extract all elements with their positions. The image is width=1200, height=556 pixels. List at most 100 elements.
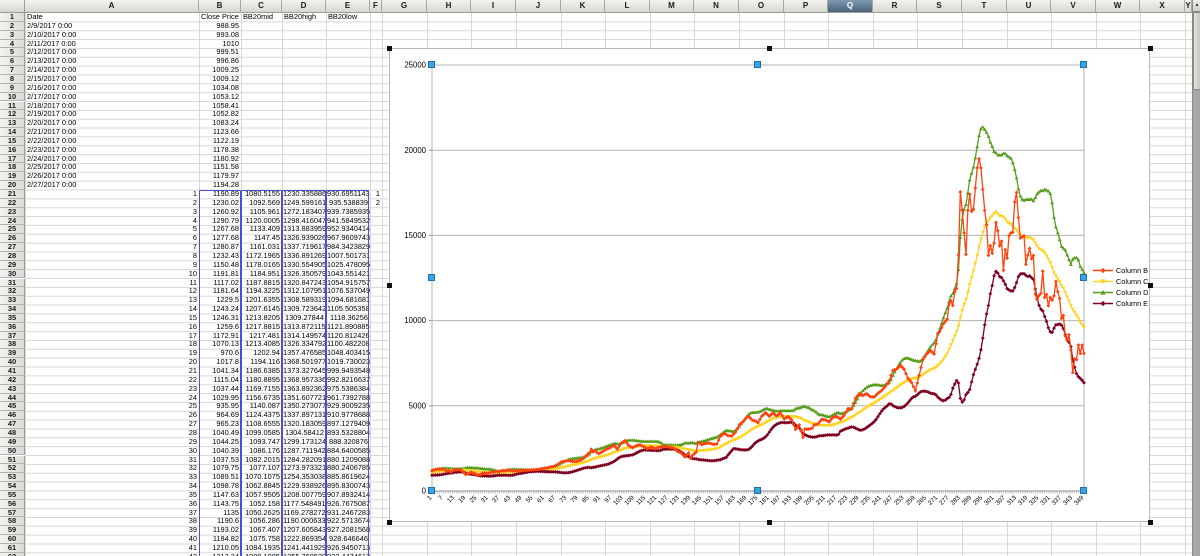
cell-E47[interactable]: 897.1279409 [327,419,371,429]
row-header-35[interactable]: 35 [0,314,25,323]
cell-D48[interactable]: 1304.58412 [284,427,324,437]
cell-B12[interactable]: 1052.82 [212,109,239,119]
cell-D51[interactable]: 1284.282091 [283,454,327,464]
row-header-61[interactable]: 61 [0,544,25,553]
cell-C54[interactable]: 1062.8845 [245,481,280,491]
cell-E40[interactable]: 1019.730023 [327,357,371,367]
column-header-D[interactable]: D [282,0,326,13]
column-header-T[interactable]: T [962,0,1007,13]
row-header-34[interactable]: 34 [0,305,25,314]
chart-frame-handle[interactable] [386,282,392,288]
cell-C56[interactable]: 1052.158 [249,498,280,508]
cell-B57[interactable]: 1135 [223,507,239,517]
row-header-29[interactable]: 29 [0,260,25,270]
cell-E58[interactable]: 922.5713674 [327,516,371,526]
cell-E31[interactable]: 1054.915757 [327,277,371,287]
cell-A3[interactable]: 2/10/2017 0:00 [27,29,77,39]
cell-B3[interactable]: 993.08 [216,29,239,39]
cell-B13[interactable]: 1083.24 [212,118,239,128]
cell-C61[interactable]: 1084.1935 [245,543,280,552]
cell-D32[interactable]: 1312.107951 [283,286,327,296]
cell-A11[interactable]: 2/18/2017 0:00 [27,100,77,110]
cell-B11[interactable]: 1058.41 [212,100,239,110]
cell-D45[interactable]: 1350.273077 [283,401,327,411]
cell-C41[interactable]: 1186.6385 [245,366,280,375]
row-header-1[interactable]: 1 [0,13,25,22]
cell-B6[interactable]: 996.86 [216,56,239,66]
cell-A58[interactable]: 38 [188,516,197,526]
column-header-O[interactable]: O [739,0,784,13]
cell-D53[interactable]: 1254.353038 [283,472,327,482]
cell-C43[interactable]: 1169.7155 [245,383,280,393]
cell-A25[interactable]: 5 [192,224,197,234]
cell-A20[interactable]: 2/27/2017 0:00 [27,180,77,190]
cell-B37[interactable]: 1172.91 [212,330,239,340]
cell-A4[interactable]: 2/11/2017 0:00 [27,38,76,48]
cell-A55[interactable]: 35 [188,489,197,499]
chart-frame-handle[interactable] [1147,45,1153,51]
row-header-47[interactable]: 47 [0,420,25,429]
row-header-51[interactable]: 51 [0,455,25,465]
cell-A41[interactable]: 21 [188,366,197,375]
cell-B48[interactable]: 1040.49 [212,427,239,437]
cell-D59[interactable]: 1207.605843 [283,525,327,535]
chart-frame-handle[interactable] [386,45,392,51]
row-header-59[interactable]: 59 [0,526,25,536]
cell-A30[interactable]: 10 [188,268,197,278]
cell-A38[interactable]: 18 [188,339,197,349]
cell-D38[interactable]: 1326.334792 [283,339,327,349]
chart-frame-handle[interactable] [1147,282,1153,288]
legend-item-column-d[interactable]: Column D [1093,287,1148,298]
cell-C23[interactable]: 1105.961 [249,206,280,216]
cell-A31[interactable]: 11 [189,277,197,287]
cell-E61[interactable]: 926.9450713 [327,543,371,552]
cell-C35[interactable]: 1213.8205 [245,312,280,322]
cell-C42[interactable]: 1180.8895 [245,374,280,384]
cell-E38[interactable]: 1100.482208 [327,339,370,349]
row-header-7[interactable]: 7 [0,66,25,75]
cell-A17[interactable]: 2/24/2017 0:00 [27,153,77,163]
column-header-F[interactable]: F [370,0,382,13]
column-header-G[interactable]: G [382,0,427,13]
row-header-32[interactable]: 32 [0,287,25,297]
cell-C21[interactable]: 1080.5155 [245,189,280,198]
cell-B30[interactable]: 1191.81 [212,268,239,278]
cell-A61[interactable]: 41 [188,543,197,552]
row-header-12[interactable]: 12 [0,110,25,120]
row-header-16[interactable]: 16 [0,145,25,155]
cell-B47[interactable]: 965.23 [216,419,239,429]
cell-B46[interactable]: 964.69 [216,410,239,420]
cell-D22[interactable]: 1249.599161 [283,197,327,207]
cell-A33[interactable]: 13 [188,295,197,305]
row-header-33[interactable]: 33 [0,296,25,306]
cell-B25[interactable]: 1267.68 [212,224,239,234]
cell-D39[interactable]: 1357.476585 [283,348,327,358]
cell-D26[interactable]: 1326.939026 [283,233,327,243]
cell-A62[interactable]: 42 [26,552,197,556]
cell-A45[interactable]: 25 [188,401,197,411]
row-header-60[interactable]: 60 [0,535,25,544]
cell-B29[interactable]: 1150.48 [212,259,239,269]
cell-D62[interactable]: 1255.769529 [283,552,326,556]
cell-E28[interactable]: 1007.501731 [327,250,371,260]
row-header-6[interactable]: 6 [0,57,25,67]
cell-B44[interactable]: 1029.95 [212,392,239,402]
cell-B28[interactable]: 1232.43 [212,250,239,260]
row-header-19[interactable]: 19 [0,172,25,182]
row-header-30[interactable]: 30 [0,269,25,279]
cell-C60[interactable]: 1075.758 [249,534,280,544]
cell-D58[interactable]: 1190.000633 [283,516,326,526]
chart-frame-handle[interactable] [767,45,772,51]
chart-frame-handle[interactable] [386,519,392,525]
cell-C28[interactable]: 1172.1965 [245,250,280,260]
chart-frame-handle[interactable] [1147,519,1153,525]
cell-A46[interactable]: 26 [188,410,197,420]
cell-D21[interactable]: 1230.335886 [283,189,327,198]
cell-E59[interactable]: 927.2081568 [327,525,371,535]
cell-A50[interactable]: 30 [188,445,197,455]
column-header-B[interactable]: B [199,0,241,13]
cell-C44[interactable]: 1156.6735 [245,392,280,402]
row-header-23[interactable]: 23 [0,207,25,217]
cell-E25[interactable]: 952.9340414 [327,224,371,234]
cell-E26[interactable]: 967.9609743 [327,233,371,243]
